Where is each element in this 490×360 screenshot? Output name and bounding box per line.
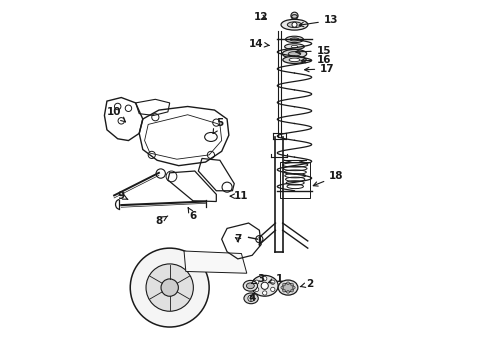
- Circle shape: [161, 279, 178, 296]
- Text: 13: 13: [299, 15, 338, 27]
- Circle shape: [291, 289, 294, 292]
- Ellipse shape: [290, 38, 299, 41]
- Ellipse shape: [244, 293, 258, 304]
- Text: 5: 5: [213, 118, 223, 134]
- Text: 14: 14: [248, 39, 269, 49]
- Text: 16: 16: [301, 55, 331, 65]
- Ellipse shape: [287, 22, 302, 28]
- Ellipse shape: [288, 51, 301, 56]
- Circle shape: [287, 282, 290, 285]
- Ellipse shape: [281, 19, 308, 30]
- Ellipse shape: [292, 15, 297, 18]
- Text: 10: 10: [107, 107, 125, 122]
- Circle shape: [263, 291, 267, 295]
- Text: 17: 17: [305, 64, 335, 74]
- Text: 6: 6: [188, 208, 196, 221]
- Ellipse shape: [283, 56, 306, 63]
- Ellipse shape: [289, 58, 300, 62]
- Ellipse shape: [278, 280, 298, 295]
- Ellipse shape: [282, 283, 294, 292]
- Circle shape: [254, 280, 259, 284]
- Circle shape: [281, 286, 284, 289]
- Ellipse shape: [285, 44, 304, 49]
- Ellipse shape: [286, 36, 303, 42]
- Circle shape: [248, 295, 254, 302]
- Ellipse shape: [251, 275, 278, 296]
- Text: 9: 9: [118, 191, 128, 201]
- Circle shape: [291, 283, 294, 286]
- Text: 8: 8: [155, 216, 168, 226]
- Text: 15: 15: [295, 46, 331, 56]
- Text: 1: 1: [269, 274, 283, 284]
- Text: 7: 7: [234, 234, 242, 244]
- Polygon shape: [184, 251, 247, 273]
- Circle shape: [270, 287, 275, 292]
- Text: 2: 2: [300, 279, 313, 289]
- Circle shape: [292, 22, 297, 27]
- Circle shape: [254, 287, 259, 292]
- Ellipse shape: [243, 280, 258, 291]
- Circle shape: [293, 286, 295, 289]
- Circle shape: [291, 12, 298, 19]
- Ellipse shape: [246, 283, 254, 289]
- Text: 3: 3: [251, 274, 265, 284]
- Circle shape: [130, 248, 209, 327]
- Circle shape: [287, 291, 290, 293]
- Circle shape: [283, 289, 285, 292]
- Circle shape: [261, 282, 269, 289]
- Text: 12: 12: [254, 12, 269, 22]
- Circle shape: [283, 283, 285, 286]
- Ellipse shape: [291, 45, 298, 48]
- Text: 11: 11: [230, 191, 248, 201]
- Circle shape: [270, 280, 275, 284]
- Text: 4: 4: [248, 293, 256, 303]
- Circle shape: [263, 276, 267, 281]
- Ellipse shape: [282, 49, 307, 58]
- Text: 18: 18: [313, 171, 343, 186]
- Circle shape: [146, 264, 194, 311]
